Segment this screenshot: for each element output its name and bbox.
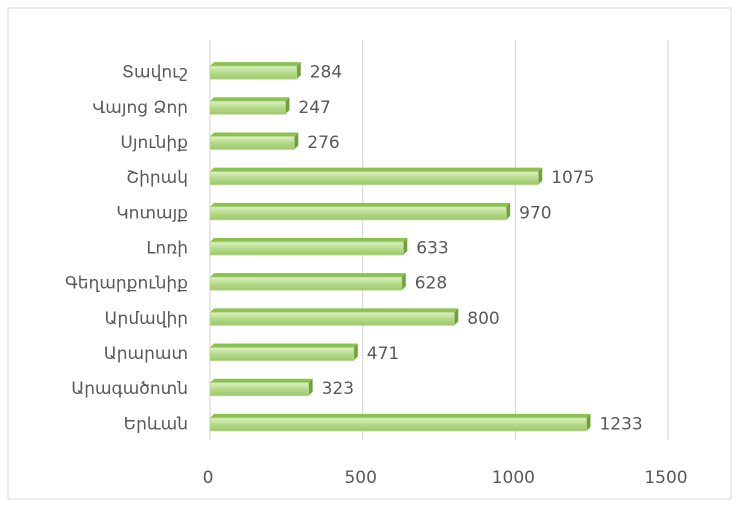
data-label: 970 (519, 203, 551, 223)
bar-top (210, 273, 406, 278)
y-tick-label: Շիրակ (126, 168, 188, 188)
bar (209, 100, 286, 115)
bar (209, 311, 455, 326)
data-label: 471 (367, 344, 399, 364)
data-label: 628 (415, 274, 447, 294)
bar (209, 417, 587, 432)
bar-side (296, 62, 301, 80)
bar-top (210, 238, 408, 242)
bar-top (210, 308, 459, 313)
bar-side (586, 413, 591, 431)
x-tick-label: 500 (344, 468, 376, 488)
bar (209, 206, 507, 221)
bar-top (210, 413, 591, 418)
y-tick-label: Տավուշ (122, 63, 188, 83)
bar-side (403, 238, 408, 255)
bar-top (210, 132, 299, 137)
bar-side (401, 273, 406, 291)
y-tick-label: Սյունիք (120, 133, 188, 153)
bar-top (210, 343, 358, 348)
bar-side (308, 378, 313, 396)
bar (209, 136, 295, 150)
bar (209, 276, 403, 291)
bar-top (210, 167, 543, 172)
bar-side (538, 167, 543, 185)
data-label: 247 (298, 98, 330, 118)
bar (209, 65, 298, 80)
y-tick-label: Լոռի (146, 239, 188, 259)
y-tick-label: Արմավիր (105, 309, 188, 329)
y-tick-label: Արարատ (104, 344, 188, 364)
data-label: 323 (322, 379, 354, 399)
data-label: 633 (416, 239, 448, 259)
y-tick-label: Երևան (124, 414, 188, 434)
data-label: 1075 (551, 168, 594, 188)
data-label: 284 (310, 63, 342, 83)
y-tick-label: Արագածոտն (71, 379, 188, 399)
y-tick-label: Կոտայք (116, 203, 188, 223)
bar-side (454, 308, 459, 326)
bar-side (353, 343, 358, 361)
bar (209, 171, 539, 186)
y-tick-label: Վայոց Ձոր (93, 98, 189, 118)
bar-top (210, 202, 511, 207)
bar (209, 241, 404, 256)
bar (209, 347, 355, 361)
bar-side (294, 132, 299, 150)
data-label: 276 (307, 133, 339, 153)
x-tick-label: 0 (203, 468, 214, 488)
bar-top (210, 378, 313, 383)
bar-top (210, 62, 301, 67)
bar (209, 382, 310, 397)
bar-side (506, 202, 511, 220)
bar-top (210, 97, 290, 102)
y-tick-label: Գեղարքունիք (65, 274, 188, 294)
data-label: 800 (467, 309, 499, 329)
data-label: 1233 (599, 414, 642, 434)
x-tick-label: 1500 (644, 468, 687, 488)
bar-side (285, 97, 290, 115)
x-tick-label: 1000 (492, 468, 535, 488)
